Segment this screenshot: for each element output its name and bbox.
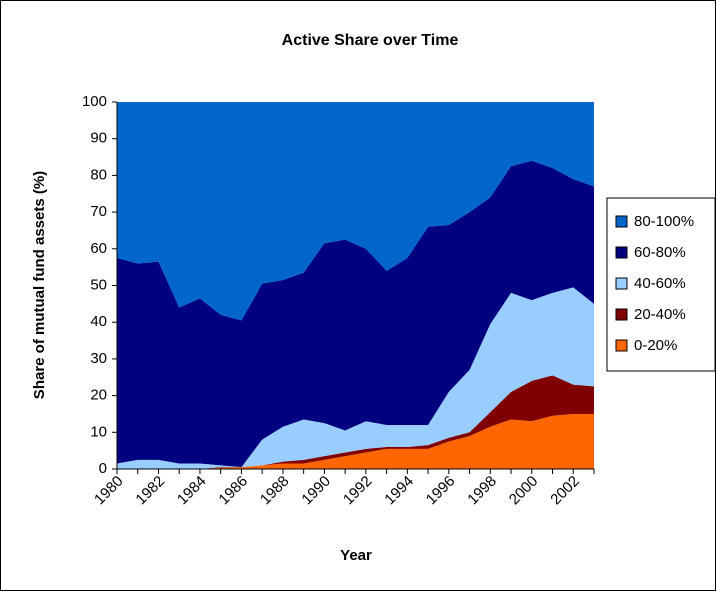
legend-label: 40-60% xyxy=(634,275,686,292)
y-tick-label: 60 xyxy=(90,240,107,257)
legend-swatch xyxy=(615,277,628,290)
area xyxy=(117,413,594,469)
area xyxy=(117,160,594,468)
area xyxy=(117,287,594,469)
area xyxy=(117,102,594,321)
legend-swatch xyxy=(615,246,628,259)
area xyxy=(117,375,594,469)
y-tick-label: 80 xyxy=(90,166,107,183)
x-axis-label: Year xyxy=(340,547,372,564)
y-tick-label: 30 xyxy=(90,350,107,367)
chart-title: Active Share over Time xyxy=(282,32,459,49)
legend-label: 0-20% xyxy=(634,337,677,354)
y-axis-label: Share of mutual fund assets (%) xyxy=(31,171,48,399)
y-tick-label: 90 xyxy=(90,130,107,147)
y-tick-label: 40 xyxy=(90,313,107,330)
y-tick-label: 70 xyxy=(90,203,107,220)
legend-label: 20-40% xyxy=(634,306,686,323)
legend-label: 60-80% xyxy=(634,244,686,261)
legend-swatch xyxy=(615,339,628,352)
y-tick-label: 50 xyxy=(90,276,107,293)
y-tick-label: 20 xyxy=(90,387,107,404)
y-tick-label: 0 xyxy=(99,460,107,477)
legend-swatch xyxy=(615,215,628,228)
y-tick-label: 10 xyxy=(90,423,107,440)
legend-label: 80-100% xyxy=(634,213,694,230)
y-tick-label: 100 xyxy=(82,93,107,110)
legend-swatch xyxy=(615,308,628,321)
